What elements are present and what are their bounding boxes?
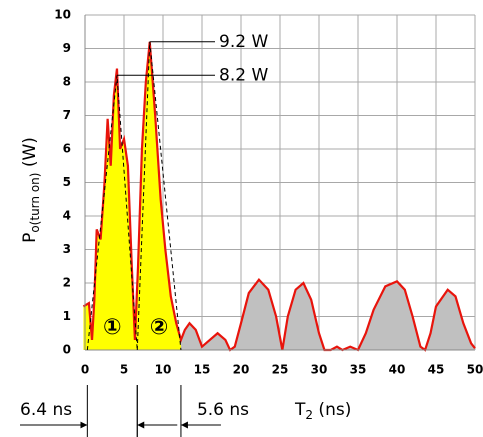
y-tick-label: 3: [63, 242, 71, 256]
pulse-marker: ②: [150, 315, 169, 340]
y-tick-label: 9: [63, 41, 71, 55]
x-label-unit: (ns): [313, 400, 351, 420]
y-label-unit: (W): [20, 137, 40, 172]
x-tick-label: 25: [272, 363, 289, 377]
peak-label: 8.2 W: [219, 65, 268, 85]
x-label-sub: 2: [305, 408, 313, 422]
x-label-main: T: [294, 400, 306, 420]
y-tick-label: 0: [63, 343, 71, 357]
width-label: 6.4 ns: [20, 400, 72, 420]
y-tick-label: 7: [63, 108, 71, 122]
x-axis-label: T2 (ns): [294, 400, 351, 422]
x-tick-label: 30: [311, 363, 328, 377]
y-tick-label: 10: [54, 8, 71, 22]
x-tick-label: 10: [155, 363, 172, 377]
y-tick-label: 5: [63, 175, 71, 189]
x-tick-label: 0: [81, 363, 89, 377]
x-tick-label: 45: [428, 363, 445, 377]
y-tick-label: 1: [63, 309, 71, 323]
y-tick-label: 8: [63, 75, 71, 89]
width-label: 5.6 ns: [197, 400, 249, 420]
y-tick-label: 2: [63, 276, 71, 290]
x-tick-label: 15: [194, 363, 211, 377]
y-label-sub: o(turn on): [28, 173, 42, 233]
peak-label: 9.2 W: [219, 32, 268, 52]
x-tick-label: 20: [233, 363, 250, 377]
x-tick-label: 40: [389, 363, 406, 377]
x-tick-label: 5: [120, 363, 128, 377]
y-tick-label: 6: [63, 142, 71, 156]
pulse-marker: ①: [103, 315, 122, 340]
y-label-main: P: [20, 233, 40, 243]
highlight-area: [83, 41, 181, 350]
x-tick-label: 35: [350, 363, 367, 377]
y-tick-label: 4: [63, 209, 71, 223]
x-tick-label: 50: [467, 363, 483, 377]
y-axis-label: Po(turn on) (W): [20, 137, 42, 243]
